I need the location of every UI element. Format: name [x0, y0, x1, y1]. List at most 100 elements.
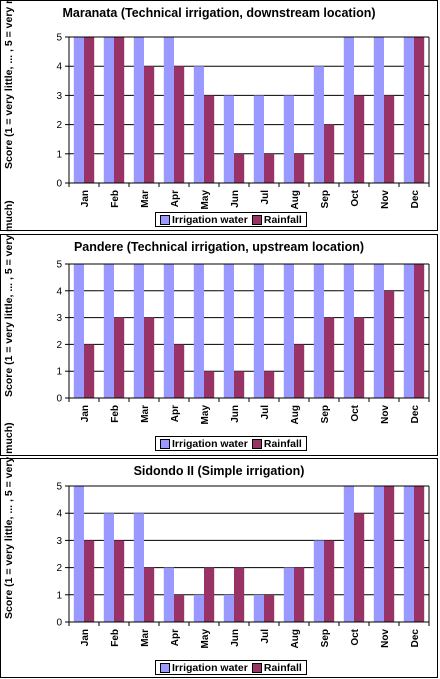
- bar-rainfall-sep: [324, 317, 335, 398]
- bar-rainfall-jul: [264, 594, 275, 622]
- x-tick-label: Aug: [290, 629, 301, 648]
- bar-irrigation-apr: [163, 37, 174, 183]
- legend-swatch-irrigation: [160, 662, 170, 673]
- legend-swatch-rainfall: [251, 438, 262, 449]
- bar-irrigation-dec: [403, 486, 414, 622]
- chart-panel-pandere: Pandere (Technical irrigation, upstream …: [0, 200, 438, 456]
- bar-irrigation-mar: [133, 264, 144, 398]
- chart-panel-sidondo: Sidondo II (Simple irrigation) Score (1 …: [0, 422, 438, 678]
- chart-panel-maranata: Maranata (Technical irrigation, downstre…: [0, 0, 438, 231]
- x-tick-label: Feb: [110, 405, 121, 423]
- bar-rainfall-nov: [384, 95, 395, 183]
- bar-rainfall-jan: [84, 540, 95, 622]
- bar-rainfall-may: [204, 371, 215, 398]
- y-tick-label: 0: [56, 394, 62, 405]
- bar-irrigation-mar: [133, 513, 144, 622]
- bar-rainfall-jul: [264, 153, 275, 183]
- x-tick-label: Jan: [80, 629, 91, 646]
- bar-chart-maranata: 0 1 2 3 4 5 Jan Feb Mar Apr May Jun Jul Aug Sep Oct Nov D…: [56, 33, 430, 210]
- chart-title: Sidondo II (Simple irrigation): [133, 464, 305, 478]
- bar-rainfall-oct: [354, 513, 365, 622]
- y-tick-label: 1: [56, 590, 62, 601]
- legend-label-irrigation: Irrigation water: [172, 437, 248, 450]
- x-tick-label: Apr: [170, 405, 181, 422]
- x-tick-label: Jun: [230, 190, 241, 208]
- bar-rainfall-oct: [354, 95, 365, 183]
- y-tick-label: 0: [56, 618, 62, 629]
- y-tick-label: 3: [56, 536, 62, 547]
- chart-legend: Irrigation water Rainfall: [155, 660, 307, 675]
- bar-rainfall-mar: [144, 567, 155, 622]
- plot-area: [69, 486, 429, 622]
- bar-irrigation-jun: [223, 95, 234, 183]
- y-tick-label: 3: [56, 91, 62, 102]
- bar-irrigation-apr: [163, 264, 174, 398]
- bar-irrigation-sep: [313, 66, 324, 183]
- legend-item-irrigation: Irrigation water: [160, 214, 248, 226]
- x-tick-label: Dec: [410, 190, 421, 209]
- legend-label-rainfall: Rainfall: [263, 437, 302, 450]
- x-tick-label: Apr: [170, 190, 181, 207]
- bar-rainfall-feb: [114, 37, 125, 183]
- bar-irrigation-jan: [73, 264, 84, 398]
- bar-rainfall-may: [204, 95, 215, 183]
- bar-rainfall-jun: [234, 567, 245, 622]
- x-tick-label: Nov: [380, 629, 391, 648]
- bar-irrigation-dec: [403, 264, 414, 398]
- x-tick-label: Dec: [410, 629, 421, 648]
- bar-irrigation-oct: [343, 486, 354, 622]
- bar-rainfall-apr: [174, 344, 185, 398]
- x-tick-label: Mar: [140, 190, 151, 208]
- legend-swatch-irrigation: [160, 214, 170, 225]
- x-tick-label: Jun: [230, 629, 241, 647]
- bar-irrigation-feb: [103, 37, 114, 183]
- plot-area: [69, 37, 429, 183]
- y-tick-label: 5: [56, 482, 62, 493]
- bar-rainfall-mar: [144, 317, 155, 398]
- bar-rainfall-may: [204, 567, 215, 622]
- chart-legend: Irrigation water Rainfall: [155, 436, 307, 451]
- legend-label-irrigation: Irrigation water: [172, 661, 248, 674]
- bar-irrigation-may: [193, 264, 204, 398]
- plot-area: [69, 264, 429, 398]
- bar-irrigation-aug: [283, 95, 294, 183]
- bar-irrigation-may: [193, 66, 204, 183]
- y-tick-label: 2: [56, 563, 62, 574]
- bar-irrigation-dec: [403, 37, 414, 183]
- bar-irrigation-jul: [253, 594, 264, 622]
- bar-irrigation-jul: [253, 95, 264, 183]
- x-tick-label: May: [200, 190, 211, 210]
- y-tick-label: 2: [56, 120, 62, 131]
- chart-title: Maranata (Technical irrigation, downstre…: [62, 6, 376, 20]
- y-tick-label: 2: [56, 340, 62, 351]
- bar-irrigation-aug: [283, 567, 294, 622]
- x-tick-label: Mar: [140, 405, 151, 423]
- bar-irrigation-may: [193, 594, 204, 622]
- bar-irrigation-feb: [103, 264, 114, 398]
- bar-rainfall-apr: [174, 66, 185, 183]
- legend-item-rainfall: Rainfall: [251, 661, 302, 674]
- x-tick-label: Sep: [320, 629, 331, 647]
- x-tick-label: Mar: [140, 629, 151, 647]
- legend-label-rainfall: Rainfall: [263, 661, 302, 674]
- x-tick-label: Oct: [350, 189, 361, 206]
- x-tick-label: Nov: [380, 405, 391, 424]
- bar-irrigation-apr: [163, 567, 174, 622]
- y-tick-label: 5: [56, 33, 62, 44]
- x-tick-label: Sep: [320, 190, 331, 208]
- bar-rainfall-feb: [114, 540, 125, 622]
- legend-item-irrigation: Irrigation water: [160, 438, 248, 450]
- bar-irrigation-jan: [73, 37, 84, 183]
- x-tick-label: Oct: [350, 404, 361, 421]
- y-tick-label: 4: [56, 286, 62, 297]
- legend-swatch-rainfall: [251, 662, 262, 673]
- x-tick-label: Jul: [260, 629, 271, 644]
- bar-rainfall-dec: [414, 37, 425, 183]
- y-tick-label: 0: [56, 179, 62, 190]
- bar-irrigation-nov: [373, 264, 384, 398]
- x-tick-label: Apr: [170, 629, 181, 646]
- bar-irrigation-sep: [313, 540, 324, 622]
- legend-swatch-rainfall: [251, 214, 262, 225]
- bar-rainfall-oct: [354, 317, 365, 398]
- y-tick-label: 1: [56, 367, 62, 378]
